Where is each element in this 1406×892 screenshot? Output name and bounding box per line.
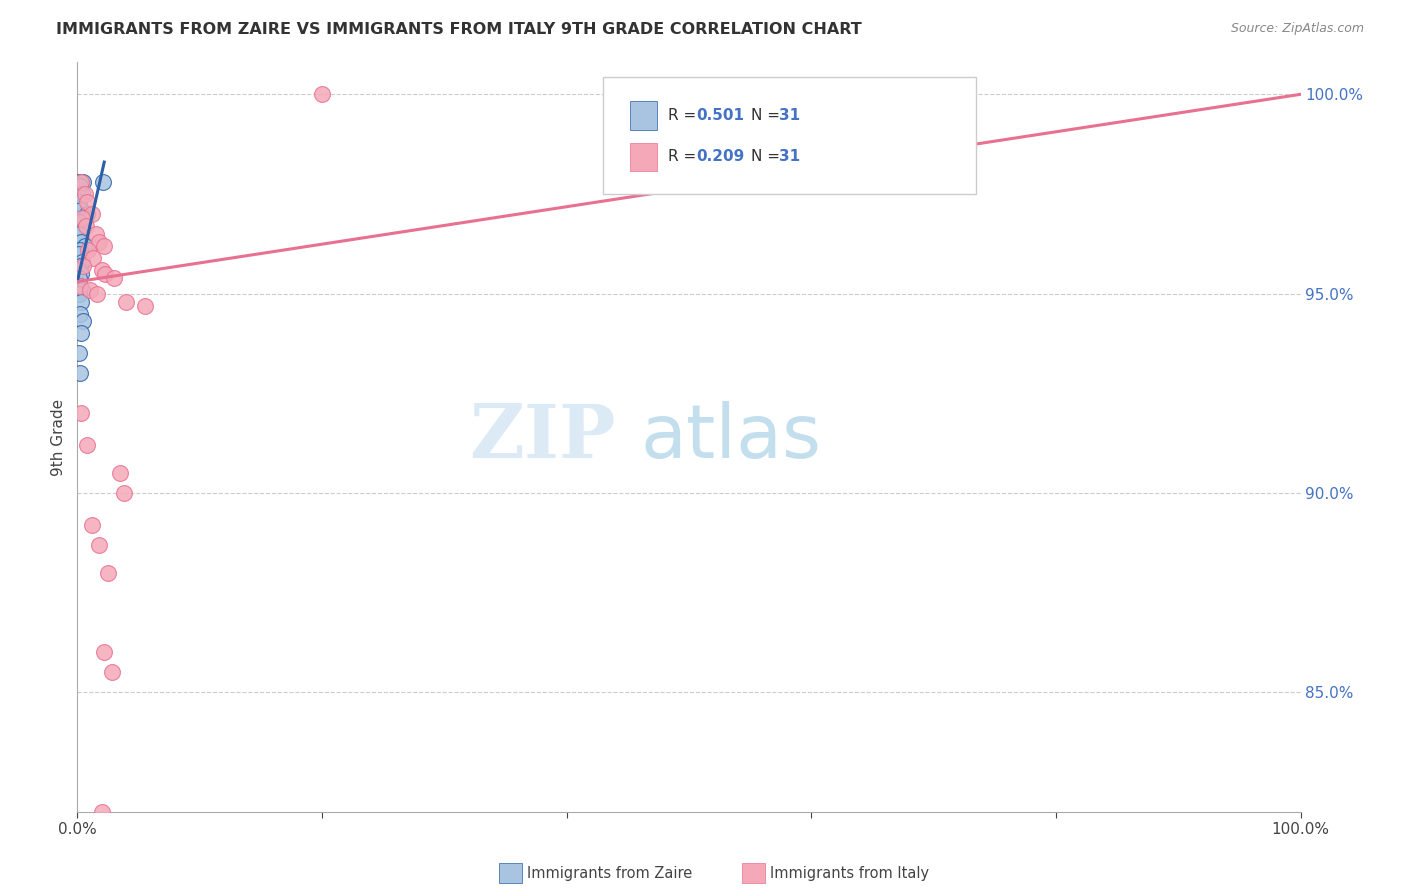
Point (112, 486, 135, 500)
Point (73, 211, 96, 225)
Point (70, 202, 93, 217)
Point (93, 239, 115, 253)
Point (67, 262, 90, 277)
Point (89, 235, 111, 249)
Point (69, 179, 91, 194)
Point (67, 175, 90, 189)
Point (70, 235, 93, 249)
Point (73, 239, 96, 253)
Point (94, 267, 117, 281)
Point (80, 517, 103, 532)
Point (103, 270, 125, 285)
Text: atlas: atlas (640, 401, 821, 474)
Point (90, 805, 112, 819)
Point (79, 283, 101, 297)
Point (69, 259, 91, 273)
Text: Immigrants from Italy: Immigrants from Italy (770, 866, 929, 880)
Point (82, 251, 104, 265)
Point (73, 186, 96, 201)
Point (70, 223, 93, 237)
Text: R =: R = (668, 149, 702, 164)
Point (67, 246, 90, 260)
Point (97, 566, 120, 580)
Point (311, 87, 333, 102)
Point (70, 254, 93, 268)
Point (76, 194, 98, 209)
Text: 31: 31 (779, 108, 800, 123)
Text: R =: R = (668, 108, 702, 123)
Point (84, 227, 107, 241)
Point (100, 665, 122, 680)
Point (69, 367, 91, 381)
Point (91, 175, 114, 189)
Point (67, 270, 90, 285)
Text: Source: ZipAtlas.com: Source: ZipAtlas.com (1230, 22, 1364, 36)
Point (67, 227, 90, 241)
Point (72, 259, 94, 273)
Point (70, 175, 93, 189)
FancyBboxPatch shape (603, 78, 976, 194)
Point (70, 175, 93, 189)
Point (70, 267, 93, 281)
Text: 31: 31 (779, 149, 800, 164)
Point (76, 438, 98, 452)
Text: 0.501: 0.501 (696, 108, 744, 123)
Point (80, 207, 103, 221)
Point (134, 299, 156, 313)
Point (70, 186, 93, 201)
Point (77, 243, 100, 257)
Point (72, 314, 94, 328)
Point (93, 645, 115, 659)
Point (115, 294, 138, 309)
Point (70, 294, 93, 309)
Point (89, 538, 111, 552)
Text: ZIP: ZIP (470, 401, 616, 474)
Text: N =: N = (751, 149, 785, 164)
Point (86, 286, 108, 301)
Bar (630, 143, 657, 171)
Point (69, 278, 91, 293)
Point (72, 175, 94, 189)
Point (67, 194, 90, 209)
Point (67, 346, 90, 360)
Point (70, 326, 93, 341)
Point (70, 283, 93, 297)
Point (69, 215, 91, 229)
Point (70, 211, 93, 225)
Point (69, 306, 91, 320)
Bar (630, 102, 657, 130)
Text: IMMIGRANTS FROM ZAIRE VS IMMIGRANTS FROM ITALY 9TH GRADE CORRELATION CHART: IMMIGRANTS FROM ZAIRE VS IMMIGRANTS FROM… (56, 22, 862, 37)
Text: N =: N = (751, 108, 785, 123)
Point (90, 262, 112, 277)
Text: Immigrants from Zaire: Immigrants from Zaire (527, 866, 693, 880)
Point (75, 219, 97, 233)
Point (70, 406, 93, 420)
Text: 0.209: 0.209 (696, 149, 745, 164)
Point (108, 466, 131, 480)
Point (67, 286, 90, 301)
Point (69, 243, 91, 257)
Y-axis label: 9th Grade: 9th Grade (51, 399, 66, 475)
Point (69, 278, 91, 293)
Point (76, 207, 98, 221)
